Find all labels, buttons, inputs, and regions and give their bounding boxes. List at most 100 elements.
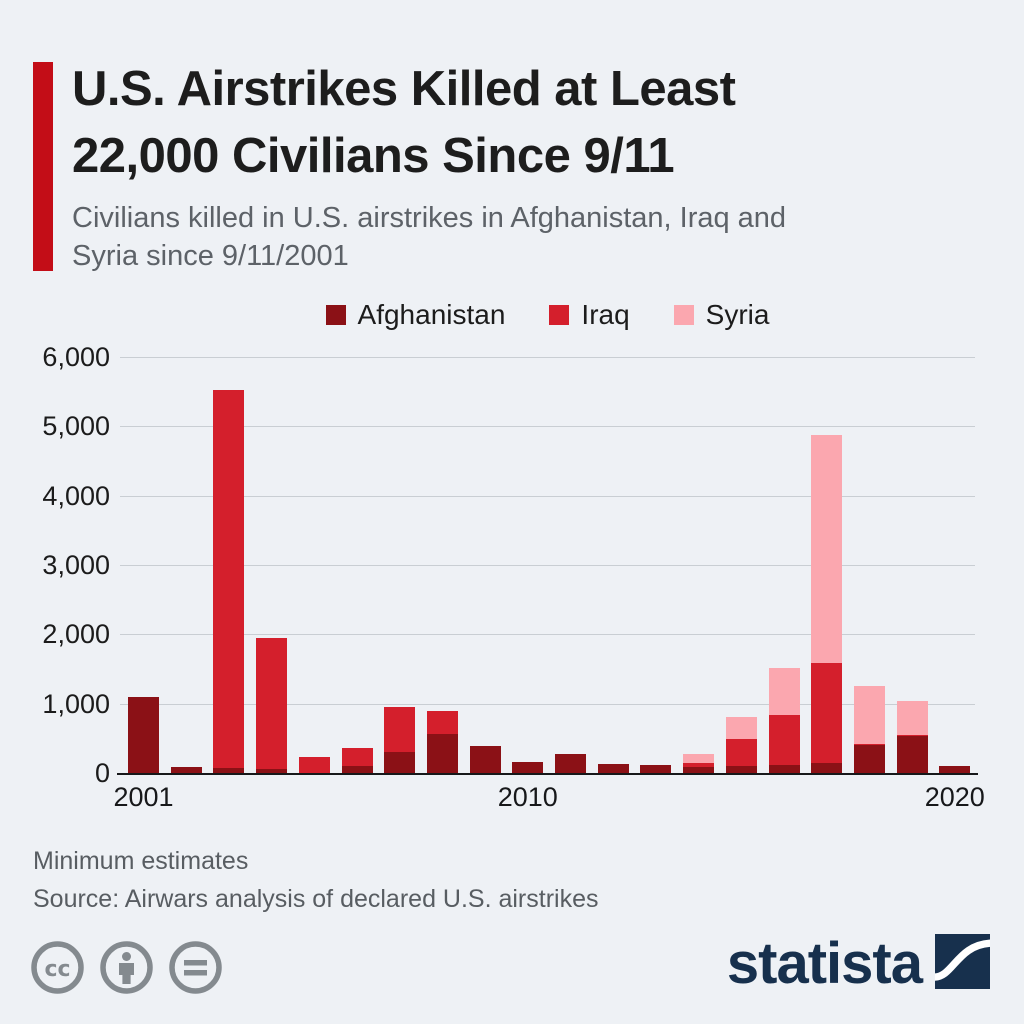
x-axis-line [117, 773, 978, 775]
bar-2015-syria [725, 716, 757, 740]
bar-2015-iraq [725, 739, 757, 767]
bar-group-2010 [512, 357, 544, 773]
x-tick-label: 2001 [113, 782, 174, 812]
bar-group-2017 [811, 357, 843, 773]
statista-logo[interactable]: statista [726, 930, 992, 997]
legend-item-afghanistan: Afghanistan [325, 299, 506, 331]
page-subtitle-line2: Syria since 9/11/2001 [72, 240, 349, 272]
plot-area: 0 1,000 2,000 3,000 4,000 5,000 6,000 2001 2010 2… [42, 342, 984, 812]
bar-2001-afghanistan [128, 697, 159, 773]
bar-2019-syria [896, 701, 928, 735]
bar-group-2015 [725, 357, 757, 773]
bar-2007-iraq [384, 706, 416, 752]
y-tick-label: 5,000 [42, 411, 110, 442]
source-note: Source: Airwars analysis of declared U.S… [33, 885, 599, 913]
bar-2012-afghanistan [597, 764, 629, 773]
page-title: U.S. Airstrikes Killed at Least 22,000 C… [72, 56, 736, 190]
bar-group-2004 [256, 357, 288, 773]
bar-2019-iraq [896, 734, 928, 736]
bar-2007-afghanistan [384, 751, 416, 773]
legend-label-afghanistan: Afghanistan [357, 299, 506, 330]
no-derivatives-icon[interactable] [169, 941, 222, 999]
statista-wordmark: statista [726, 931, 923, 996]
statista-mark-icon [933, 933, 992, 994]
x-tick-label: 2020 [924, 782, 985, 812]
y-tick-label: 1,000 [42, 688, 110, 719]
bar-2020-afghanistan [939, 766, 971, 773]
bar-2009-afghanistan [469, 745, 501, 773]
svg-text:cc: cc [44, 957, 70, 982]
bar-2015-afghanistan [725, 766, 757, 773]
bar-2018-syria [853, 686, 885, 744]
bar-2018-iraq [853, 743, 885, 746]
gridline [120, 357, 975, 358]
bar-2014-afghanistan [683, 767, 715, 773]
bar-group-2005 [298, 357, 330, 773]
bar-group-2006 [341, 357, 373, 773]
gridline [120, 634, 975, 636]
bar-2014-iraq [683, 762, 715, 768]
legend-label-syria: Syria [705, 299, 770, 330]
gridline [120, 426, 975, 428]
bar-2016-syria [768, 667, 800, 715]
bar-2018-afghanistan [853, 745, 885, 773]
bar-group-2016 [768, 357, 800, 773]
bar-2019-afghanistan [896, 735, 928, 773]
bar-group-2013 [640, 357, 672, 773]
bar-group-2008 [426, 357, 458, 773]
bar-2016-iraq [768, 714, 800, 765]
bar-2003-afghanistan [213, 768, 245, 773]
bar-group-2009 [469, 357, 501, 773]
y-tick-label: 3,000 [42, 550, 110, 580]
license-icons: cc [31, 941, 222, 999]
bar-2003-iraq [213, 390, 245, 769]
page-title-line2: 22,000 Civilians Since 9/11 [72, 129, 675, 183]
page-subtitle: Civilians killed in U.S. airstrikes in A… [72, 199, 786, 275]
bar-group-2020 [939, 357, 971, 773]
bar-group-2019 [896, 357, 928, 773]
bar-2013-afghanistan [640, 765, 672, 773]
attribution-icon[interactable] [100, 941, 153, 999]
bar-2010-afghanistan [512, 762, 544, 773]
bar-2011-afghanistan [555, 753, 586, 773]
bar-2008-afghanistan [426, 734, 458, 773]
gridline [120, 703, 975, 705]
page-subtitle-line1: Civilians killed in U.S. airstrikes in A… [72, 202, 787, 234]
bar-group-2011 [555, 357, 586, 773]
page-title-line1: U.S. Airstrikes Killed at Least [72, 62, 736, 116]
bar-group-2002 [170, 357, 202, 773]
cc-icon[interactable]: cc [31, 941, 84, 999]
bar-2006-iraq [341, 747, 373, 767]
y-tick-label: 0 [94, 758, 110, 788]
bar-group-2012 [597, 357, 629, 773]
bar-group-2014 [683, 357, 715, 773]
y-tick-label: 2,000 [42, 619, 110, 650]
legend-label-iraq: Iraq [581, 299, 630, 330]
bar-2014-syria [683, 754, 715, 763]
bar-2005-iraq [298, 756, 330, 773]
bar-2017-iraq [811, 663, 843, 763]
bar-group-2003 [213, 357, 245, 773]
y-tick-label: 6,000 [42, 342, 110, 372]
y-tick-label: 4,000 [42, 480, 110, 511]
bar-2004-afghanistan [256, 768, 288, 773]
gridline [120, 495, 975, 497]
bar-group-2001 [128, 357, 159, 773]
bar-group-2018 [853, 357, 885, 773]
bar-group-2007 [384, 357, 416, 773]
legend-swatch-afghanistan [325, 305, 346, 325]
bar-2002-afghanistan [170, 767, 202, 773]
bar-2008-iraq [426, 711, 458, 735]
legend: Afghanistan Iraq Syria [120, 299, 975, 331]
legend-swatch-iraq [549, 305, 570, 325]
bar-2006-afghanistan [341, 766, 373, 773]
bar-2004-iraq [256, 638, 288, 769]
gridline [120, 565, 975, 566]
estimates-note: Minimum estimates [33, 847, 249, 875]
x-tick-label: 2010 [497, 782, 558, 812]
legend-item-syria: Syria [673, 299, 770, 331]
title-accent-bar [33, 62, 53, 271]
bar-2017-afghanistan [811, 762, 843, 773]
bar-2017-syria [811, 435, 843, 664]
bar-2016-afghanistan [768, 764, 800, 773]
